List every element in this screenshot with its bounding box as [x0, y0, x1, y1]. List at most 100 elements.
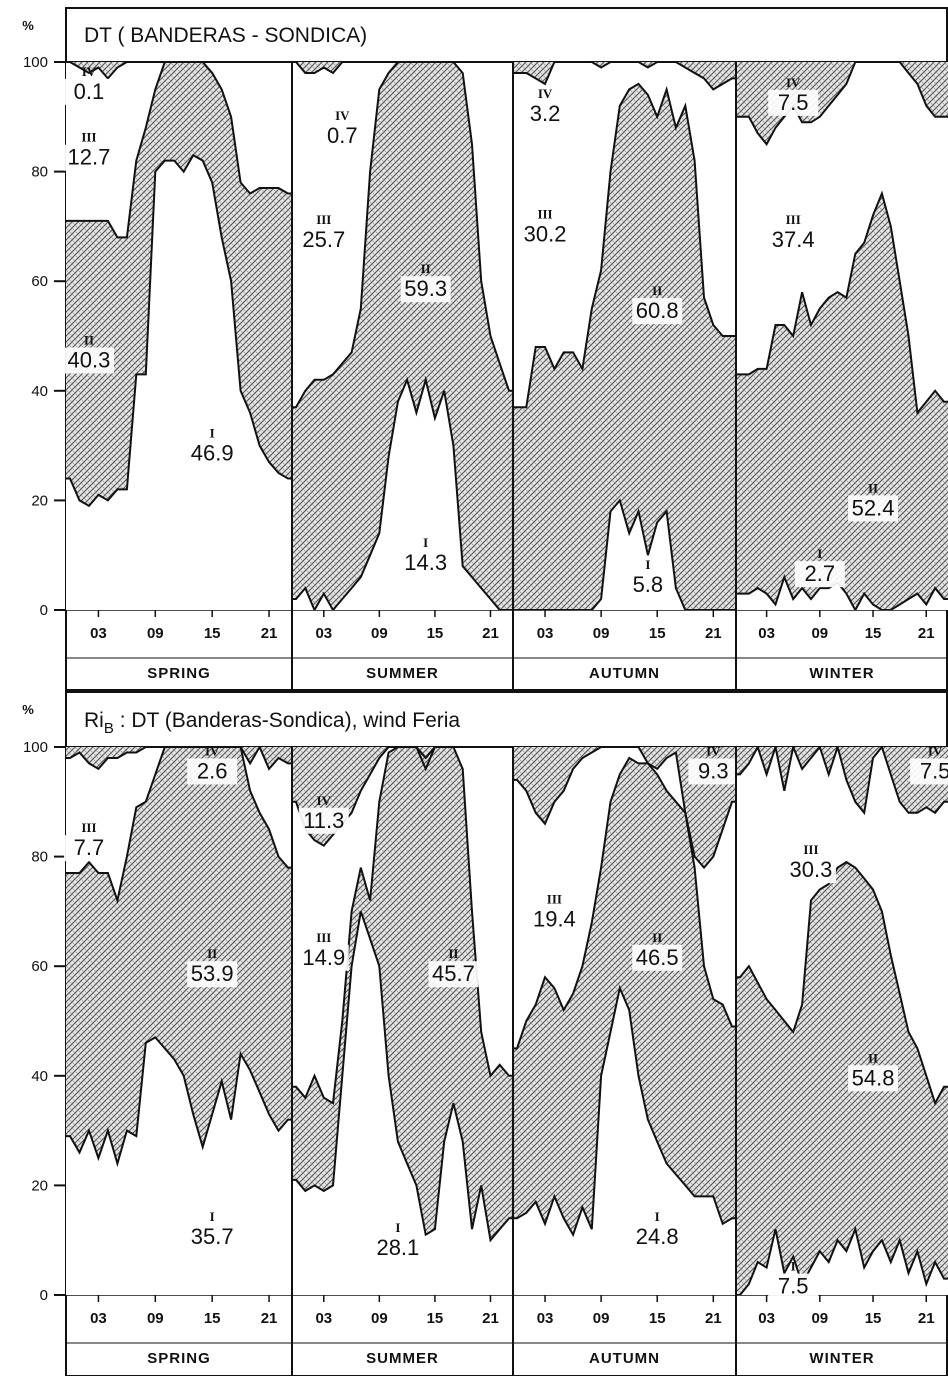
area-class-i — [517, 500, 732, 610]
area-class-iii — [517, 747, 732, 1049]
class-percent-value: 37.4 — [772, 227, 815, 252]
x-tick-label: 21 — [261, 1310, 278, 1327]
area-class-ii — [70, 62, 288, 506]
class-percent-value: 46.5 — [636, 945, 679, 970]
class-percent-value: 30.3 — [790, 857, 833, 882]
class-label-i: I28.1 — [372, 1220, 423, 1262]
x-tick-label: 21 — [482, 625, 499, 642]
area-edge-right — [944, 116, 948, 402]
series-line-i — [736, 574, 948, 610]
panel-areas — [513, 747, 736, 1295]
x-tick-label: 21 — [482, 1310, 499, 1327]
label-backdrop — [632, 298, 683, 325]
area-class-iii — [740, 62, 944, 413]
label-backdrop — [298, 807, 349, 834]
label-backdrop — [768, 226, 819, 253]
x-tick-label: 09 — [371, 1310, 388, 1327]
class-label-i: I24.8 — [632, 1209, 683, 1251]
label-backdrop — [768, 1273, 819, 1300]
season-label: WINTER — [809, 1350, 874, 1367]
y-tick-label: 60 — [31, 958, 48, 975]
y-tick-label: 40 — [31, 1068, 48, 1085]
area-edge-right — [944, 62, 948, 117]
class-percent-value: 25.7 — [302, 227, 345, 252]
x-tick-label: 03 — [315, 1310, 332, 1327]
class-label-i: I5.8 — [622, 557, 673, 599]
class-label-iv: IV7.5 — [910, 743, 948, 785]
class-roman-numeral: I — [210, 426, 215, 441]
chart-2: RiB : DT (Banderas-Sondica), wind Feria%… — [22, 691, 948, 1376]
label-backdrop — [372, 1235, 423, 1262]
label-backdrop — [632, 1224, 683, 1251]
chart-1: DT ( BANDERAS - SONDICA)%020406080100I46… — [22, 7, 948, 691]
area-class-ii — [740, 862, 944, 1295]
class-roman-numeral: III — [316, 930, 331, 945]
class-roman-numeral: II — [868, 1050, 878, 1065]
y-unit-label: % — [22, 18, 34, 33]
x-tick-label: 03 — [90, 625, 107, 642]
series-line-i — [66, 1036, 292, 1168]
x-tick-label: 03 — [758, 1310, 775, 1327]
class-roman-numeral: I — [423, 535, 428, 550]
label-backdrop — [428, 961, 479, 988]
class-label-i: I2.7 — [794, 546, 845, 588]
label-backdrop — [63, 835, 114, 862]
area-edge-left — [66, 747, 70, 758]
class-roman-numeral: III — [786, 212, 801, 227]
area-edge-right — [944, 1086, 948, 1279]
x-tick-label: 21 — [918, 625, 935, 642]
x-tick-label: 09 — [371, 625, 388, 642]
x-tick-label: 09 — [147, 1310, 164, 1327]
series-line-iii — [292, 62, 513, 75]
x-tick-label: 03 — [315, 625, 332, 642]
class-roman-numeral: III — [547, 891, 562, 906]
class-roman-numeral: III — [81, 820, 96, 835]
class-percent-value: 14.9 — [302, 945, 345, 970]
series-line-iii — [66, 62, 292, 80]
class-roman-numeral: IV — [928, 743, 943, 758]
season-label: WINTER — [809, 665, 874, 682]
class-roman-numeral: II — [652, 283, 662, 298]
x-tick-label: 15 — [865, 625, 882, 642]
class-roman-numeral: IV — [335, 108, 350, 123]
series-line-i — [66, 153, 292, 508]
class-percent-value: 30.2 — [524, 221, 567, 246]
class-roman-numeral: I — [210, 1209, 215, 1224]
area-class-i — [296, 911, 509, 1295]
label-backdrop — [63, 347, 114, 374]
y-tick-label: 60 — [31, 273, 48, 290]
series-line-i — [513, 498, 736, 610]
area-class-iii — [517, 62, 732, 408]
class-percent-value: 19.4 — [533, 906, 576, 931]
class-label-i: I46.9 — [187, 426, 238, 467]
series-line-i — [292, 911, 513, 1243]
label-backdrop — [768, 89, 819, 116]
class-roman-numeral: II — [421, 261, 431, 276]
y-tick-label: 100 — [23, 54, 48, 71]
series-line-ii — [66, 747, 292, 905]
label-backdrop — [63, 78, 114, 105]
area-edge-left — [66, 1136, 70, 1295]
x-tick-label: 15 — [427, 1310, 444, 1327]
label-backdrop — [622, 572, 673, 599]
class-roman-numeral: IV — [82, 64, 97, 79]
area-edge-right — [944, 599, 948, 610]
series-line-i — [513, 984, 736, 1238]
class-roman-numeral: II — [207, 946, 217, 961]
season-label: AUTUMN — [589, 1350, 660, 1367]
panel-areas — [736, 747, 948, 1295]
area-class-iv — [70, 747, 288, 769]
x-tick-label: 21 — [705, 625, 722, 642]
x-tick-label: 21 — [705, 1310, 722, 1327]
